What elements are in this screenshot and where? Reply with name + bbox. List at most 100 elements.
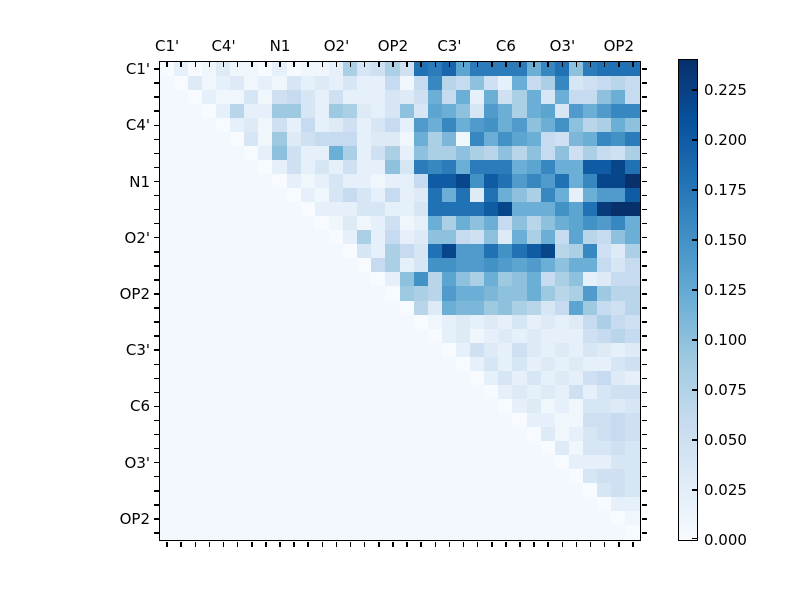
heatmap-cell <box>159 384 174 399</box>
y-axis-label: OP2 <box>119 509 150 528</box>
heatmap-cell <box>512 469 527 484</box>
heatmap-cell <box>470 258 485 273</box>
heatmap-cell <box>568 103 584 118</box>
heatmap-cell <box>159 483 174 498</box>
heatmap-cell <box>159 258 174 273</box>
axis-tick <box>335 62 338 67</box>
heatmap-cell <box>498 427 513 442</box>
heatmap-cell <box>272 398 287 413</box>
axis-tick <box>180 62 182 67</box>
heatmap-cell <box>413 202 428 217</box>
axis-tick <box>641 504 647 506</box>
heatmap-cell <box>343 455 358 470</box>
axis-tick <box>153 222 159 225</box>
heatmap-cell <box>597 300 612 315</box>
heatmap-cell <box>625 370 640 385</box>
heatmap-cell <box>470 159 485 174</box>
axis-tick <box>153 68 159 70</box>
heatmap-cell <box>611 427 626 442</box>
axis-tick <box>641 110 647 112</box>
heatmap-cell <box>568 258 584 273</box>
heatmap-cell <box>385 258 400 273</box>
heatmap-cell <box>498 145 513 160</box>
heatmap-cell <box>272 356 287 371</box>
heatmap-cell <box>413 230 428 245</box>
heatmap-cell <box>399 188 414 203</box>
heatmap-cell <box>526 300 541 315</box>
heatmap-cell <box>597 441 612 456</box>
heatmap-cell <box>314 230 329 245</box>
axis-tick <box>641 194 647 197</box>
heatmap-cell <box>484 384 499 399</box>
heatmap-cell <box>512 455 527 470</box>
heatmap-cell <box>385 145 400 160</box>
heatmap-cell <box>455 314 471 329</box>
axis-tick <box>641 82 647 84</box>
heatmap-cell <box>611 131 626 146</box>
heatmap-cell <box>597 230 612 245</box>
heatmap-cell <box>258 103 273 118</box>
heatmap-cell <box>187 441 202 456</box>
heatmap-cell <box>484 244 499 259</box>
heatmap-cell <box>427 398 442 413</box>
heatmap-cell <box>187 89 202 104</box>
heatmap-cell <box>215 173 231 189</box>
heatmap-cell <box>568 441 584 456</box>
heatmap-cell <box>258 286 273 301</box>
heatmap-cell <box>328 188 344 203</box>
heatmap-cell <box>385 455 400 470</box>
heatmap-cell <box>314 244 329 259</box>
heatmap-cell <box>498 314 513 329</box>
heatmap-cell <box>611 75 626 90</box>
heatmap-cell <box>258 455 273 470</box>
heatmap-cell <box>470 483 485 498</box>
axis-tick <box>641 405 647 408</box>
y-axis-label: C1' <box>125 60 150 79</box>
heatmap-cell <box>343 511 358 526</box>
heatmap-cell <box>597 89 612 104</box>
heatmap-cell <box>286 89 301 104</box>
x-axis-label: C4' <box>211 37 236 55</box>
heatmap-cell <box>554 131 569 146</box>
heatmap-cell <box>201 230 216 245</box>
heatmap-cell <box>371 202 386 217</box>
heatmap-cell <box>399 427 414 442</box>
heatmap-cell <box>512 75 527 90</box>
heatmap-cell <box>427 75 442 90</box>
heatmap-cell <box>343 370 358 385</box>
heatmap-cell <box>244 370 259 385</box>
heatmap-cell <box>215 61 231 76</box>
heatmap-cell <box>568 202 584 217</box>
heatmap-cell <box>244 342 259 357</box>
heatmap-cell <box>244 441 259 456</box>
heatmap-cell <box>554 328 569 343</box>
heatmap-cell <box>625 230 640 245</box>
heatmap-cell <box>455 230 471 245</box>
heatmap-cell <box>272 159 287 174</box>
axis-tick <box>153 208 159 211</box>
heatmap-cell <box>625 314 640 329</box>
heatmap-cell <box>583 314 598 329</box>
heatmap-cell <box>498 244 513 259</box>
heatmap-cell <box>272 272 287 287</box>
heatmap-cell <box>583 244 598 259</box>
heatmap-cell <box>215 188 231 203</box>
heatmap-cell <box>611 398 626 413</box>
heatmap-cell <box>215 230 231 245</box>
heatmap-cell <box>526 61 541 76</box>
heatmap-cell <box>568 300 584 315</box>
heatmap-cell <box>484 511 499 526</box>
heatmap-cell <box>187 75 202 90</box>
heatmap-cell <box>244 117 259 132</box>
heatmap-cell <box>427 230 442 245</box>
heatmap-cell <box>230 314 245 329</box>
heatmap-cell <box>371 356 386 371</box>
axis-tick <box>434 62 437 67</box>
heatmap-cell <box>159 89 174 104</box>
axis-tick <box>194 62 197 67</box>
heatmap-cell <box>272 483 287 498</box>
heatmap-cell <box>201 370 216 385</box>
heatmap-cell <box>328 89 344 104</box>
axis-tick <box>153 180 159 183</box>
heatmap-cell <box>526 412 541 428</box>
